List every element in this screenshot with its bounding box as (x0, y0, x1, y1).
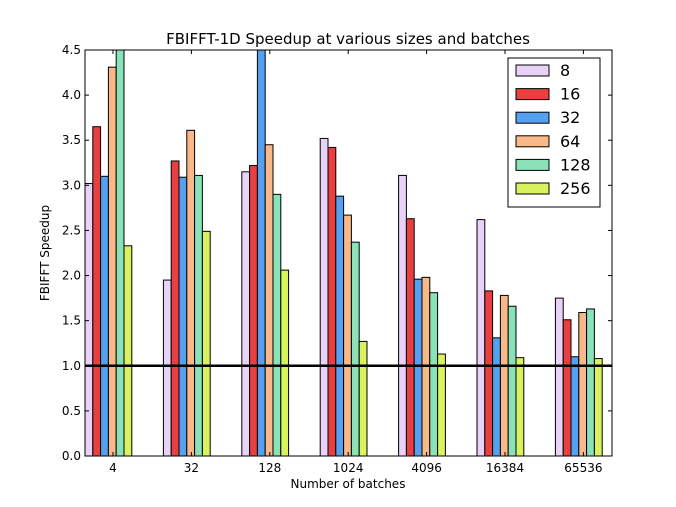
y-tick-label: 4.0 (62, 88, 81, 102)
x-tick-label: 32 (184, 461, 199, 475)
bar-256-4096 (437, 353, 446, 456)
y-tick-label: 0.5 (62, 404, 81, 418)
bar-64-65536 (578, 312, 588, 456)
legend-label-128: 128 (560, 155, 591, 174)
bar-16-1024 (327, 146, 337, 456)
bar-16-128 (249, 164, 258, 456)
bar-256-1024 (358, 340, 368, 456)
x-tick-label: 4 (109, 461, 117, 475)
bar-32-65536 (570, 356, 580, 456)
bar-256-65536 (593, 358, 603, 456)
legend-swatch-32 (515, 111, 550, 124)
legend-swatch-256 (515, 182, 550, 195)
bar-64-4 (107, 66, 117, 456)
y-tick-label: 3.0 (62, 178, 81, 192)
bar-8-1024 (319, 137, 329, 456)
bar-64-16384 (499, 294, 509, 456)
bar-128-32 (194, 174, 203, 456)
x-axis-label: Number of batches (291, 477, 406, 491)
bar-8-128 (241, 171, 251, 456)
bar-128-16384 (507, 305, 517, 456)
bar-64-1024 (343, 214, 352, 456)
x-tick-label: 65536 (564, 461, 602, 475)
bar-128-1024 (350, 241, 360, 456)
bar-256-16384 (515, 357, 525, 456)
y-tick-label: 4.5 (62, 43, 81, 57)
legend-label-16: 16 (560, 85, 580, 104)
bar-16-32 (170, 160, 180, 456)
y-tick-label: 1.5 (62, 314, 81, 328)
y-tick-label: 2.5 (62, 223, 81, 237)
bar-128-128 (272, 193, 282, 456)
y-axis-label: FBIFFT Speedup (38, 205, 52, 301)
bar-16-4 (92, 126, 102, 456)
bar-256-4 (123, 245, 133, 456)
x-tick-label: 128 (258, 461, 281, 475)
bar-64-128 (264, 144, 274, 456)
y-tick-label: 2.0 (62, 269, 81, 283)
y-tick-label: 1.0 (62, 359, 81, 373)
chart-title: FBIFFT-1D Speedup at various sizes and b… (166, 30, 530, 48)
legend-swatch-8 (515, 64, 550, 77)
x-tick-label: 16384 (486, 461, 524, 475)
bar-128-4096 (429, 292, 439, 456)
bar-8-32 (162, 279, 172, 456)
bar-32-4096 (413, 278, 423, 456)
y-tick-label: 0.0 (62, 449, 81, 463)
legend-label-64: 64 (560, 132, 580, 151)
legend-swatch-16 (515, 88, 550, 101)
bar-64-32 (186, 129, 196, 456)
legend-swatch-128 (515, 158, 550, 171)
bar-128-4 (115, 50, 125, 456)
legend-label-32: 32 (560, 108, 580, 127)
bar-8-16384 (476, 219, 486, 456)
bar-16-65536 (562, 319, 572, 456)
bar-8-65536 (554, 297, 564, 456)
legend-label-256: 256 (560, 179, 591, 198)
bar-32-1024 (335, 195, 345, 456)
bar-256-128 (280, 269, 290, 456)
x-tick-label: 4096 (411, 461, 442, 475)
bar-256-32 (201, 230, 211, 456)
legend-label-8: 8 (560, 61, 570, 80)
bar-32-4 (100, 175, 109, 456)
bar-32-32 (178, 176, 188, 456)
bar-128-65536 (586, 308, 595, 456)
bar-32-16384 (492, 337, 501, 456)
bar-8-4096 (398, 174, 407, 456)
bar-16-16384 (484, 290, 494, 456)
bar-16-4096 (405, 218, 415, 456)
y-tick-label: 3.5 (62, 133, 81, 147)
bar-32-128 (256, 50, 266, 456)
bar-8-4 (85, 183, 94, 456)
legend-swatch-64 (515, 135, 550, 148)
x-tick-label: 1024 (333, 461, 364, 475)
legend-box (507, 57, 601, 208)
